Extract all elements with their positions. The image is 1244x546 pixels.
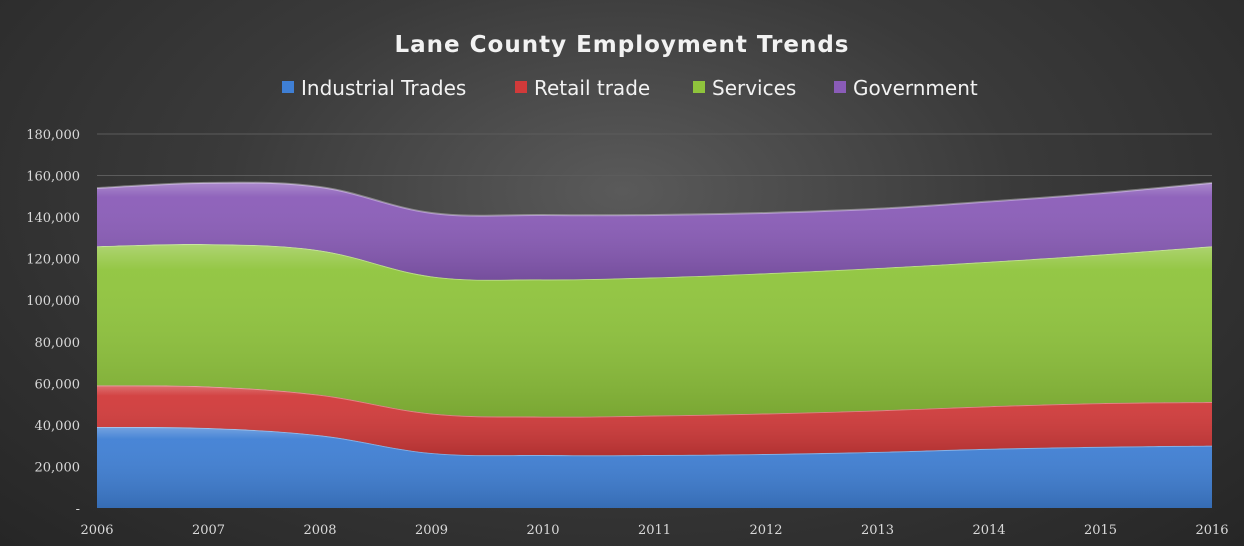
y-tick-label: 100,000 — [26, 294, 80, 309]
x-tick-label: 2016 — [1195, 523, 1228, 538]
x-tick-label: 2007 — [192, 523, 225, 538]
area-edge-retail-trade — [96, 384, 1213, 418]
x-tick-label: 2013 — [861, 523, 894, 538]
legend-label-services: Services — [712, 76, 796, 100]
y-tick-label: 20,000 — [35, 460, 81, 475]
x-tick-label: 2008 — [303, 523, 336, 538]
plot-areas — [96, 181, 1213, 508]
y-axis: - 20,000 40,000 60,000 80,000 100,000 120,000 1… — [26, 128, 80, 517]
area-edge-industrial-trades — [96, 425, 1213, 457]
y-tick-label: 140,000 — [26, 211, 80, 226]
legend-swatch-retail-trade — [515, 81, 527, 93]
legend-label-retail-trade: Retail trade — [534, 76, 650, 100]
legend-label-government: Government — [853, 76, 978, 100]
x-tick-label: 2011 — [638, 523, 671, 538]
y-tick-label: 160,000 — [26, 170, 80, 185]
x-tick-label: 2014 — [972, 523, 1005, 538]
legend: Industrial Trades Retail trade Services Gov… — [282, 76, 978, 100]
x-tick-label: 2015 — [1084, 523, 1117, 538]
legend-swatch-services — [693, 81, 705, 93]
y-tick-label: 60,000 — [35, 377, 81, 392]
y-tick-label: 180,000 — [26, 128, 80, 143]
area-shade-industrial-trades — [97, 426, 1212, 508]
y-tick-label: - — [76, 502, 80, 517]
area-shade-services — [97, 243, 1212, 417]
area-shade-government — [97, 182, 1212, 280]
chart-title: Lane County Employment Trends — [395, 32, 850, 58]
legend-swatch-government — [834, 81, 846, 93]
area-edge-government — [96, 181, 1213, 217]
x-tick-label: 2006 — [80, 523, 113, 538]
y-tick-label: 80,000 — [35, 336, 81, 351]
x-tick-label: 2010 — [526, 523, 559, 538]
x-tick-label: 2012 — [749, 523, 782, 538]
x-axis: 2006 2007 2008 2009 2010 2011 2012 2013 2014 2015… — [80, 523, 1228, 538]
legend-label-industrial-trades: Industrial Trades — [301, 76, 466, 100]
area-shade-retail-trade — [97, 385, 1212, 456]
y-tick-label: 120,000 — [26, 253, 80, 268]
y-tick-label: 40,000 — [35, 419, 81, 434]
legend-swatch-industrial-trades — [282, 81, 294, 93]
x-tick-label: 2009 — [415, 523, 448, 538]
